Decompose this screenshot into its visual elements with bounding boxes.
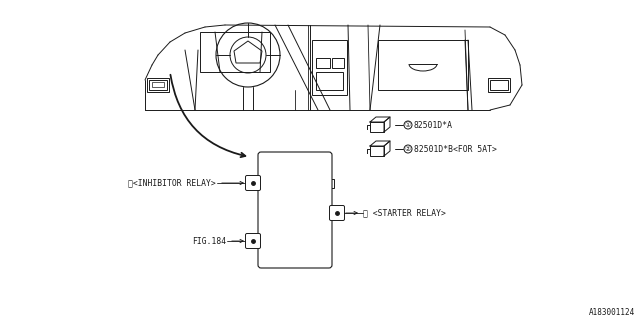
Bar [332,58,344,68]
Bar [294,249,301,253]
Bar [275,256,283,260]
Bar [256,179,264,188]
Bar [312,40,347,95]
Bar [303,222,311,226]
Bar [294,243,301,246]
Bar [275,236,283,240]
Bar [303,249,311,253]
Bar [326,179,334,188]
Text: 82501D*B<FOR 5AT>: 82501D*B<FOR 5AT> [414,145,497,154]
Bar [370,122,384,132]
Bar [321,256,329,260]
Bar [303,243,311,246]
FancyBboxPatch shape [330,205,344,220]
Text: A183001124: A183001124 [589,308,635,317]
Bar [267,196,323,210]
Bar [266,236,274,240]
Bar [378,40,468,90]
Bar [312,243,320,246]
Bar [303,256,311,260]
Bar [152,82,164,87]
Bar [321,249,329,253]
Bar [370,146,384,156]
Bar [490,80,508,90]
Bar [267,173,323,193]
Bar [321,222,329,226]
Bar [312,222,320,226]
Bar [275,229,283,233]
Bar [294,236,301,240]
Bar [284,236,292,240]
Bar [271,199,319,208]
Bar [294,256,301,260]
Bar [312,249,320,253]
Text: ②: ② [405,146,411,152]
Bar [271,177,319,190]
Bar [284,243,292,246]
Text: ① <STARTER RELAY>: ① <STARTER RELAY> [363,209,446,218]
Bar [266,229,274,233]
Bar [321,236,329,240]
Bar [284,222,292,226]
Bar [275,243,283,246]
Bar [321,229,329,233]
Bar [284,229,292,233]
Text: 82501D*A: 82501D*A [414,121,453,130]
Bar [289,208,303,215]
Bar [488,78,510,92]
Bar [284,256,292,260]
Bar [275,249,283,253]
Bar [294,222,301,226]
Bar [312,256,320,260]
Bar [266,243,274,246]
Bar [321,243,329,246]
Bar [147,78,169,92]
FancyBboxPatch shape [258,152,332,268]
Text: ①: ① [405,122,411,128]
Bar [316,72,343,90]
Bar [266,256,274,260]
Bar [303,236,311,240]
Text: FIG.184: FIG.184 [192,236,226,245]
Bar [275,222,283,226]
Bar [303,229,311,233]
Bar [312,229,320,233]
Bar [294,229,301,233]
Bar [312,236,320,240]
Bar [316,58,330,68]
Bar [149,80,167,90]
Bar [266,249,274,253]
Bar [200,32,270,72]
FancyBboxPatch shape [246,234,260,249]
Bar [284,249,292,253]
Bar [266,222,274,226]
FancyBboxPatch shape [246,175,260,190]
Text: ②<INHIBITOR RELAY>: ②<INHIBITOR RELAY> [128,179,216,188]
